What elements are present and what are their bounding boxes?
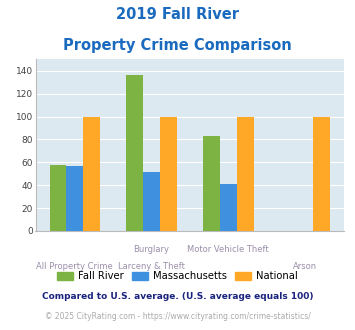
- Text: Arson: Arson: [293, 262, 317, 271]
- Text: Motor Vehicle Theft: Motor Vehicle Theft: [187, 245, 269, 254]
- Text: 2019 Fall River: 2019 Fall River: [116, 7, 239, 21]
- Bar: [220, 184, 237, 231]
- Bar: [160, 116, 177, 231]
- Text: Larceny & Theft: Larceny & Theft: [118, 262, 185, 271]
- Bar: [83, 116, 100, 231]
- Text: All Property Crime: All Property Crime: [37, 262, 113, 271]
- Bar: [66, 166, 83, 231]
- Bar: [237, 116, 253, 231]
- Bar: [143, 172, 160, 231]
- Bar: [126, 76, 143, 231]
- Text: Burglary: Burglary: [133, 245, 170, 254]
- Bar: [50, 165, 66, 231]
- Bar: [313, 116, 330, 231]
- Legend: Fall River, Massachusetts, National: Fall River, Massachusetts, National: [53, 267, 302, 285]
- Text: Property Crime Comparison: Property Crime Comparison: [63, 38, 292, 53]
- Bar: [203, 136, 220, 231]
- Text: Compared to U.S. average. (U.S. average equals 100): Compared to U.S. average. (U.S. average …: [42, 292, 313, 301]
- Text: © 2025 CityRating.com - https://www.cityrating.com/crime-statistics/: © 2025 CityRating.com - https://www.city…: [45, 312, 310, 321]
